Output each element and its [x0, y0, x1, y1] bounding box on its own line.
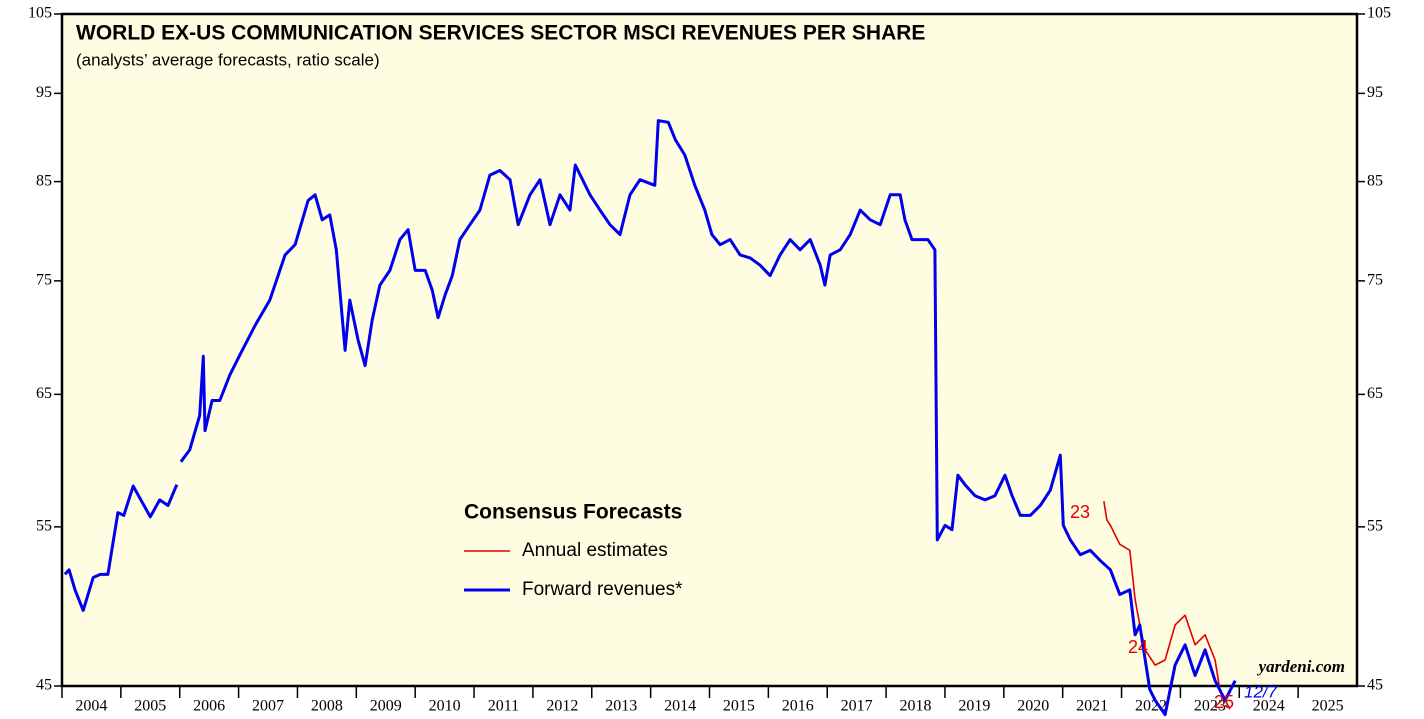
y2-tick-label: 45 [1367, 677, 1383, 694]
y2-tick-label: 85 [1367, 172, 1383, 189]
x-tick-label: 2020 [1017, 698, 1049, 715]
y-tick-label: 95 [36, 84, 52, 101]
legend-label: Forward revenues* [522, 579, 683, 600]
series-line [63, 119, 1237, 717]
x-tick-label: 2011 [488, 698, 519, 715]
annotation: 25 [1214, 692, 1234, 712]
y-tick-label: 75 [36, 272, 52, 289]
x-tick-label: 2025 [1312, 698, 1344, 715]
x-tick-label: 2015 [723, 698, 755, 715]
chart-title: WORLD EX-US COMMUNICATION SERVICES SECTO… [76, 22, 925, 45]
y2-tick-label: 105 [1367, 5, 1391, 22]
x-tick-label: 2016 [782, 698, 814, 715]
y-tick-label: 105 [28, 5, 52, 22]
x-tick-label: 2007 [252, 698, 284, 715]
annotation: 12/7 [1244, 682, 1278, 701]
x-tick-label: 2009 [370, 698, 402, 715]
y-tick-label: 55 [36, 518, 52, 535]
plot-area [60, 12, 1359, 688]
source: yardeni.com [1257, 657, 1345, 676]
annotation: 24 [1128, 637, 1148, 657]
x-tick-label: 2014 [664, 698, 696, 715]
x-tick-label: 2004 [75, 698, 107, 715]
x-tick-label: 2006 [193, 698, 225, 715]
x-tick-label: 2021 [1076, 698, 1108, 715]
x-tick-label: 2018 [900, 698, 932, 715]
x-tick-label: 2012 [546, 698, 578, 715]
y2-tick-label: 75 [1367, 272, 1383, 289]
x-tick-label: 2022 [1135, 698, 1167, 715]
x-tick-label: 2019 [958, 698, 990, 715]
x-tick-label: 2008 [311, 698, 343, 715]
legend-label: Annual estimates [522, 540, 668, 561]
y-tick-label: 45 [36, 677, 52, 694]
chart-subtitle: (analysts’ average forecasts, ratio scal… [76, 50, 380, 69]
y-tick-label: 65 [36, 385, 52, 402]
annotation: 23 [1070, 502, 1090, 522]
x-tick-label: 2005 [134, 698, 166, 715]
x-tick-label: 2023 [1194, 698, 1226, 715]
y2-tick-label: 55 [1367, 518, 1383, 535]
x-tick-label: 2013 [605, 698, 637, 715]
y-tick-label: 85 [36, 172, 52, 189]
y2-tick-label: 65 [1367, 385, 1383, 402]
x-tick-label: 2017 [841, 698, 873, 715]
y2-tick-label: 95 [1367, 84, 1383, 101]
x-tick-label: 2010 [429, 698, 461, 715]
series-line [1103, 501, 1231, 710]
x-tick-label: 2024 [1253, 698, 1285, 715]
legend-title: Consensus Forecasts [464, 501, 682, 524]
